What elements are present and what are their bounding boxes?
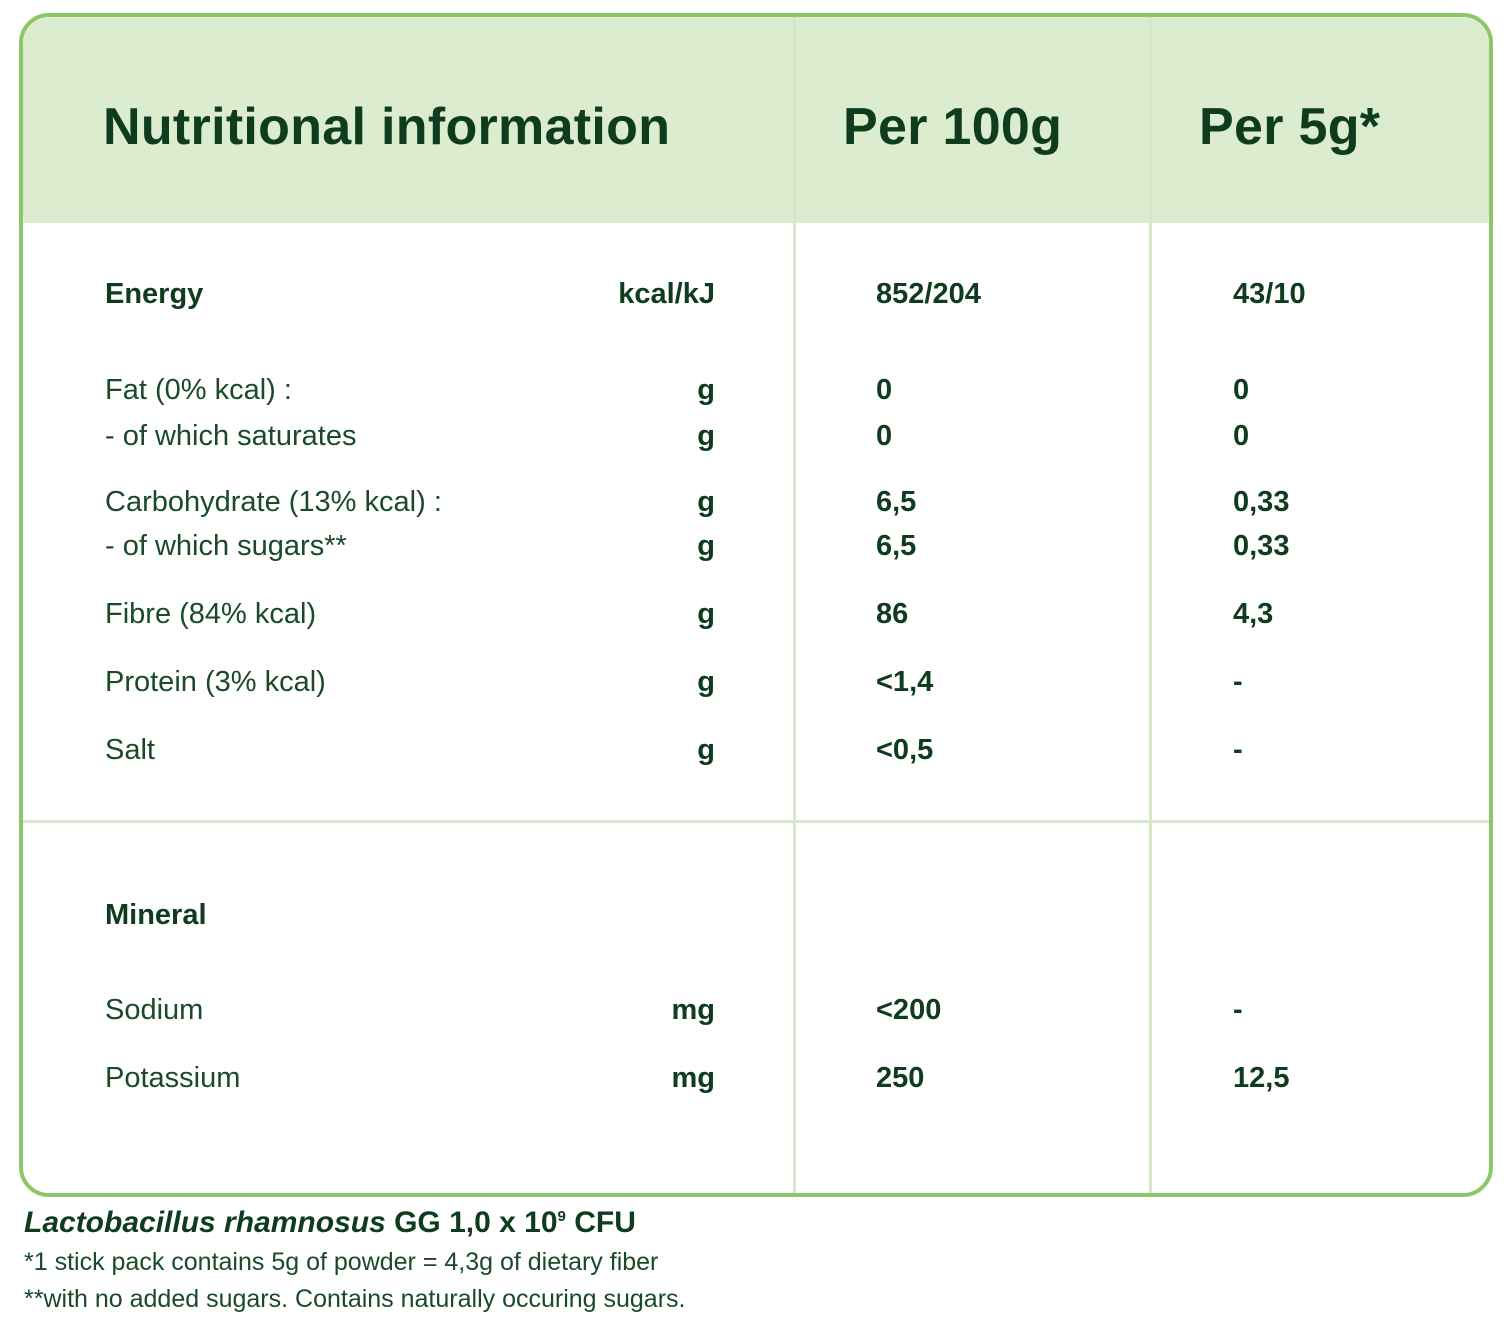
- value-per-100g: 6,5: [876, 530, 917, 562]
- strain-count: GG 1,0 x 10: [385, 1206, 558, 1239]
- value-per-5g: 0,33: [1233, 530, 1290, 562]
- table-row: Salt g <0,5 -: [23, 734, 1489, 774]
- row-unit: g: [697, 374, 715, 406]
- value-per-100g: 852/204: [876, 278, 981, 310]
- table-row: Fibre (84% kcal) g 86 4,3: [23, 598, 1489, 638]
- row-unit: mg: [671, 994, 716, 1026]
- row-unit: g: [697, 666, 715, 698]
- row-label: - of which saturates: [105, 420, 357, 452]
- row-unit: kcal/kJ: [618, 278, 715, 310]
- row-unit: g: [697, 486, 715, 518]
- row-unit: mg: [671, 1062, 716, 1094]
- table-row: Fat (0% kcal) : g 0 0: [23, 374, 1489, 414]
- value-per-5g: 0: [1233, 420, 1250, 452]
- row-unit: g: [697, 598, 715, 630]
- value-per-5g: -: [1233, 994, 1243, 1026]
- row-label: Protein (3% kcal): [105, 666, 326, 698]
- table-row: Potassium mg 250 12,5: [23, 1062, 1489, 1102]
- value-per-100g: <200: [876, 994, 942, 1026]
- value-per-5g: -: [1233, 666, 1243, 698]
- column-header-per-100g: Per 100g: [843, 98, 1063, 156]
- table-header: [23, 17, 1489, 223]
- value-per-5g: 12,5: [1233, 1062, 1290, 1094]
- mineral-section-heading: Mineral: [23, 899, 1489, 939]
- table-row: Protein (3% kcal) g <1,4 -: [23, 666, 1489, 706]
- nutrition-table: Nutritional information Per 100g Per 5g*…: [19, 13, 1493, 1197]
- value-per-5g: 43/10: [1233, 278, 1306, 310]
- value-per-5g: 0: [1233, 374, 1250, 406]
- row-label: Fibre (84% kcal): [105, 598, 317, 630]
- value-per-100g: 6,5: [876, 486, 917, 518]
- section-heading: Mineral: [105, 899, 207, 931]
- value-per-5g: 0,33: [1233, 486, 1290, 518]
- value-per-5g: -: [1233, 734, 1243, 766]
- value-per-100g: <0,5: [876, 734, 934, 766]
- table-row: - of which saturates g 0 0: [23, 420, 1489, 460]
- row-unit: g: [697, 734, 715, 766]
- column-header-per-5g: Per 5g*: [1199, 98, 1381, 156]
- column-divider: [1149, 17, 1152, 1193]
- row-unit: g: [697, 420, 715, 452]
- row-label: Carbohydrate (13% kcal) :: [105, 486, 442, 518]
- footnote-serving: *1 stick pack contains 5g of powder = 4,…: [24, 1248, 659, 1276]
- value-per-5g: 4,3: [1233, 598, 1274, 630]
- value-per-100g: 86: [876, 598, 909, 630]
- section-divider: [23, 820, 1489, 823]
- footnote-sugars: **with no added sugars. Contains natural…: [24, 1285, 686, 1313]
- row-label: - of which sugars**: [105, 530, 347, 562]
- value-per-100g: <1,4: [876, 666, 934, 698]
- row-label: Fat (0% kcal) :: [105, 374, 292, 406]
- strain-exponent: 9: [557, 1208, 566, 1225]
- table-row: Sodium mg <200 -: [23, 994, 1489, 1034]
- row-label: Salt: [105, 734, 155, 766]
- table-row: Energy kcal/kJ 852/204 43/10: [23, 278, 1489, 318]
- value-per-100g: 0: [876, 420, 893, 452]
- table-row: Carbohydrate (13% kcal) : g 6,5 0,33: [23, 486, 1489, 526]
- column-divider: [793, 17, 796, 1193]
- row-label: Potassium: [105, 1062, 241, 1094]
- footnotes: Lactobacillus rhamnosus GG 1,0 x 109 CFU…: [24, 1206, 1484, 1314]
- row-label: Sodium: [105, 994, 204, 1026]
- row-label: Energy: [105, 278, 204, 310]
- table-title: Nutritional information: [103, 98, 671, 156]
- row-unit: g: [697, 530, 715, 562]
- probiotic-strain: Lactobacillus rhamnosus GG 1,0 x 109 CFU: [24, 1206, 1484, 1240]
- table-row: - of which sugars** g 6,5 0,33: [23, 530, 1489, 570]
- value-per-100g: 0: [876, 374, 893, 406]
- strain-unit: CFU: [565, 1206, 636, 1239]
- strain-name: Lactobacillus rhamnosus: [24, 1206, 386, 1239]
- value-per-100g: 250: [876, 1062, 925, 1094]
